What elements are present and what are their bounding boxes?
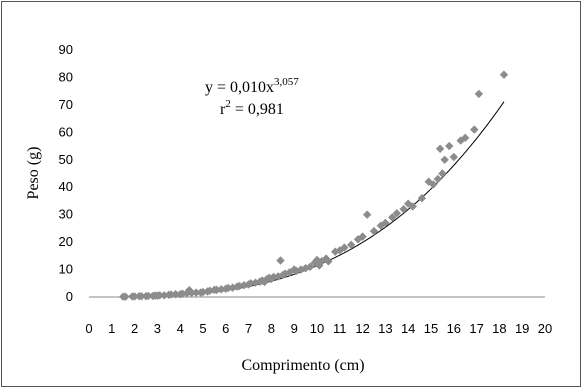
data-point: [470, 125, 479, 134]
equation-label: y = 0,010x3,057: [205, 76, 299, 96]
x-axis-title: Comprimento (cm): [241, 357, 364, 374]
data-point: [305, 262, 315, 272]
data-point: [191, 288, 201, 297]
data-point: [474, 89, 484, 99]
data-point: [438, 169, 447, 178]
r2-sup: 2: [225, 98, 231, 110]
data-point: [198, 287, 208, 297]
data-point: [121, 292, 130, 301]
data-point: [358, 232, 367, 241]
data-point: [388, 213, 397, 222]
x-tick-label: 16: [447, 321, 461, 336]
data-point: [381, 218, 390, 228]
data-point: [399, 204, 408, 214]
x-tick-label: 8: [268, 321, 275, 336]
data-point: [435, 144, 445, 153]
x-tick-label: 15: [424, 321, 438, 336]
data-point: [187, 288, 196, 298]
data-point: [408, 202, 417, 211]
data-point: [223, 283, 233, 293]
data-points: [119, 70, 509, 301]
x-tick-label: 7: [245, 321, 252, 336]
r2-suffix: = 0,981: [231, 101, 284, 118]
x-tick-label: 0: [85, 321, 92, 336]
data-point: [276, 256, 285, 265]
x-tick-label: 20: [538, 321, 552, 336]
y-tick-label: 80: [59, 69, 73, 84]
y-tick-label: 30: [59, 207, 73, 222]
data-point: [392, 209, 401, 218]
data-point: [445, 141, 454, 151]
data-point: [324, 257, 333, 266]
x-tick-label: 5: [199, 321, 206, 336]
y-tick-label: 40: [59, 179, 73, 194]
y-tick-label: 0: [66, 289, 73, 304]
data-point: [417, 194, 427, 203]
equation-prefix: y = 0,010x: [205, 79, 274, 96]
y-tick-label: 20: [59, 234, 73, 249]
data-point: [499, 70, 509, 79]
x-tick-label: 18: [492, 321, 506, 336]
y-tick-label: 70: [59, 97, 73, 112]
x-tick-label: 13: [378, 321, 392, 336]
x-tick-label: 17: [469, 321, 483, 336]
data-point: [340, 243, 349, 252]
data-point: [166, 290, 176, 299]
x-tick-label: 9: [291, 321, 298, 336]
x-tick-label: 2: [131, 321, 138, 336]
y-tick-label: 90: [59, 42, 73, 57]
data-point: [347, 240, 356, 250]
x-tick-label: 6: [222, 321, 229, 336]
x-tick-label: 3: [154, 321, 161, 336]
data-point: [144, 291, 153, 301]
x-tick-labels: 0 1 2 3 4 5 6 7 8 9 10 11 12 13 14 15 16 17 18 19 20: [85, 321, 552, 336]
trendline: [123, 101, 505, 298]
equation-exponent: 3,057: [274, 76, 299, 88]
x-tick-label: 11: [333, 321, 347, 336]
data-point: [429, 180, 438, 189]
data-point: [130, 292, 139, 301]
data-point: [369, 226, 379, 236]
r-squared-label: r2 = 0,981: [220, 98, 284, 118]
data-point: [171, 290, 180, 299]
x-tick-label: 4: [177, 321, 184, 336]
x-tick-label: 12: [355, 321, 369, 336]
r2-prefix: r: [220, 101, 226, 118]
data-point: [449, 152, 458, 162]
x-tick-label: 10: [310, 321, 324, 336]
y-tick-label: 50: [59, 152, 73, 167]
data-point: [433, 174, 443, 184]
data-point: [440, 155, 449, 164]
x-tick-label: 19: [515, 321, 529, 336]
data-point: [137, 291, 146, 301]
data-point: [461, 133, 470, 143]
y-tick-labels: 0 10 20 30 40 50 60 70 80 90: [59, 42, 73, 304]
data-point: [362, 210, 372, 219]
y-tick-label: 60: [59, 124, 73, 139]
y-axis-title: Peso (g): [25, 147, 42, 200]
y-tick-label: 10: [59, 262, 73, 277]
data-point: [155, 291, 164, 300]
x-tick-label: 14: [401, 321, 415, 336]
data-point: [424, 177, 433, 186]
x-tick-label: 1: [108, 321, 115, 336]
